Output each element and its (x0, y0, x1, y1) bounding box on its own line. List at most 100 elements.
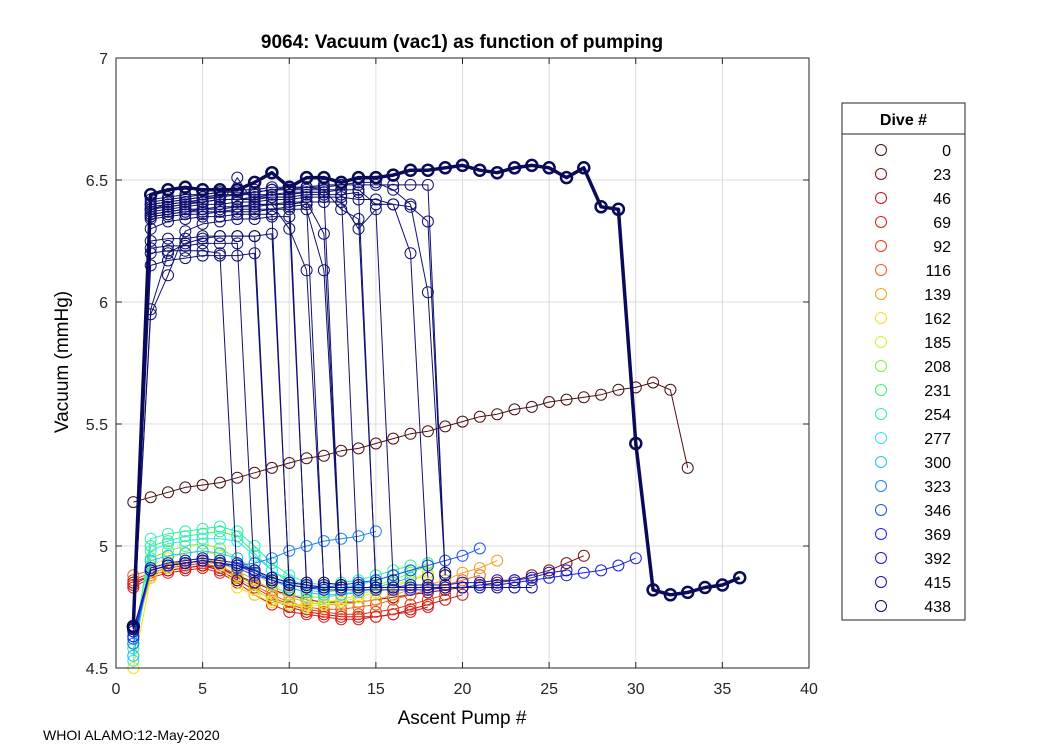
data-point (300, 540, 313, 552)
data-point (127, 569, 140, 582)
data-point (577, 391, 590, 404)
data-point (300, 598, 313, 611)
data-point (595, 564, 608, 577)
legend-box (841, 102, 966, 621)
legend-marker (875, 432, 887, 444)
data-point (179, 559, 192, 572)
legend: Dive # 0 23 46 69 92 116 139 162 185 208 231 254 277 3… (841, 102, 966, 621)
data-point (335, 608, 348, 621)
data-point (213, 193, 226, 206)
series-line (132, 233, 290, 630)
data-point (231, 557, 244, 570)
data-point (491, 579, 504, 591)
data-point (196, 210, 209, 223)
legend-marker (875, 456, 887, 468)
data-point (508, 574, 521, 587)
data-point (369, 610, 382, 623)
data-point (387, 583, 400, 596)
data-point (491, 408, 504, 421)
data-point (542, 161, 556, 175)
data-point (162, 527, 174, 540)
data-point (404, 178, 417, 191)
data-point (299, 170, 314, 185)
data-point (369, 593, 382, 606)
data-point (265, 181, 278, 194)
x-tick-label: 5 (198, 681, 207, 698)
data-point (421, 601, 434, 613)
data-point (162, 215, 174, 228)
data-point (491, 554, 504, 567)
legend-label: 208 (924, 359, 951, 376)
data-point (387, 591, 400, 604)
series-line (132, 177, 342, 630)
series-line (132, 184, 446, 630)
data-point (456, 574, 469, 587)
data-point (732, 570, 747, 585)
data-point (681, 461, 694, 474)
legend-label: 415 (924, 575, 951, 592)
data-point (421, 163, 435, 177)
legend-marker (875, 528, 887, 540)
series-438 (126, 158, 747, 634)
data-point (352, 586, 365, 599)
data-point (352, 193, 365, 206)
series-line (132, 543, 429, 644)
data-point (179, 252, 192, 265)
data-point (265, 191, 278, 204)
data-point (231, 193, 244, 206)
data-point (317, 610, 330, 623)
data-point (473, 410, 486, 423)
series-line (132, 189, 446, 630)
data-point (611, 202, 626, 217)
data-point (369, 576, 382, 589)
series-line (132, 242, 256, 630)
legend-label: 346 (924, 503, 951, 520)
data-point (317, 603, 330, 616)
data-point (213, 230, 226, 243)
data-point (282, 180, 297, 195)
data-point (439, 569, 452, 582)
data-point (213, 203, 226, 216)
data-point (162, 205, 174, 218)
series-0 (127, 376, 694, 509)
data-point (404, 564, 417, 577)
data-point (387, 183, 400, 196)
data-point (248, 557, 261, 570)
data-point (213, 559, 226, 572)
y-tick-label: 6.5 (86, 173, 108, 190)
legend-marker (875, 264, 887, 276)
y-tick-label: 5 (99, 539, 108, 556)
data-point (283, 591, 296, 604)
data-point (231, 535, 244, 548)
data-point (195, 183, 210, 197)
legend-marker (875, 192, 887, 204)
data-point (179, 530, 192, 543)
data-point (196, 244, 209, 257)
data-point (560, 564, 573, 577)
data-point (162, 549, 174, 562)
series-d-e (127, 237, 261, 635)
data-point (213, 198, 226, 211)
data-point (265, 210, 278, 223)
data-point (352, 608, 365, 621)
data-point (439, 581, 452, 594)
legend-label: 116 (925, 263, 951, 280)
data-point (473, 579, 486, 591)
data-point (283, 188, 296, 201)
data-point (248, 205, 261, 218)
data-point (352, 601, 365, 613)
data-point (162, 559, 174, 572)
legend-label: 185 (924, 335, 951, 352)
data-point (525, 158, 539, 173)
data-point (196, 479, 209, 491)
legend-label: 323 (924, 479, 951, 496)
legend-label: 277 (924, 431, 951, 448)
y-axis-label: Vacuum (mmHg) (52, 291, 73, 433)
data-point (404, 571, 417, 584)
data-point (317, 227, 330, 240)
footer-stamp: WHOI ALAMO:12-May-2020 (43, 727, 220, 743)
data-point (196, 208, 209, 221)
data-point (144, 491, 157, 504)
data-point (508, 403, 521, 416)
data-point (300, 596, 313, 609)
